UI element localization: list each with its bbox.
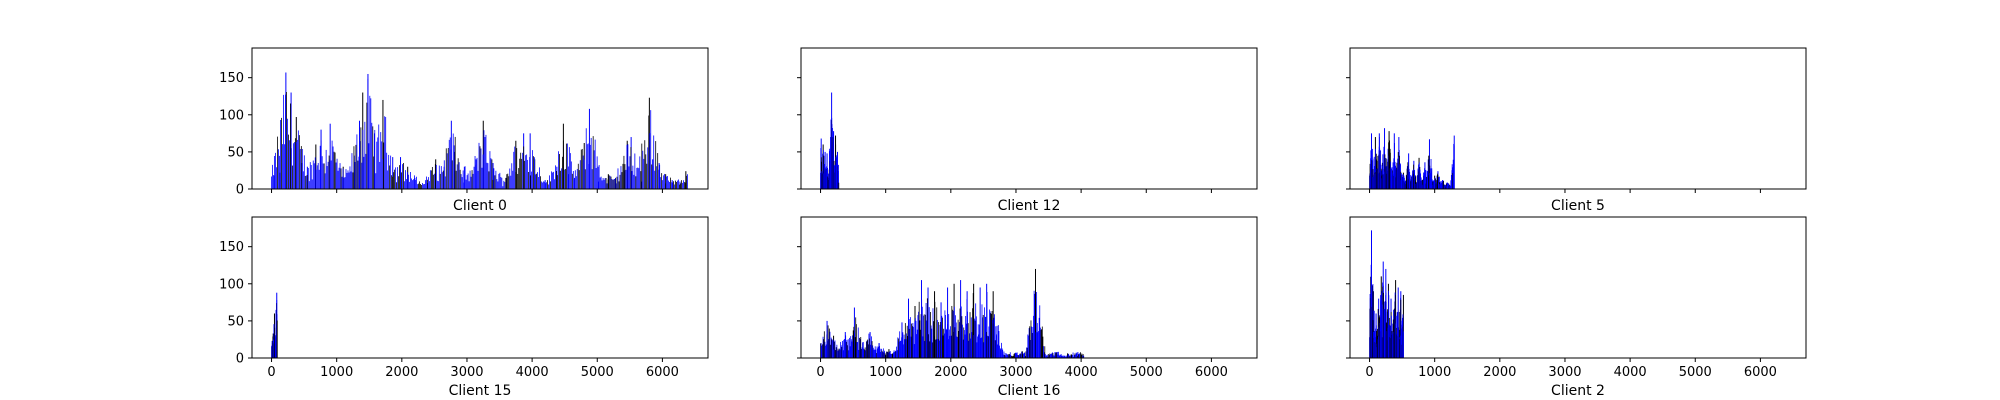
x-tick-label: 3000: [999, 365, 1032, 380]
panel-client-2: 0 1000 2000 3000 4000 5000 6000 Client 2: [1346, 216, 1807, 399]
x-tick-label: 1000: [869, 365, 902, 380]
y-tick-label: 50: [227, 314, 244, 329]
bars-client-16: [820, 268, 1085, 358]
y-tick-label: 0: [236, 352, 244, 367]
y-tick-label: 50: [227, 145, 244, 160]
x-tick-label: 1000: [320, 365, 353, 380]
x-tick-label: 2000: [1483, 365, 1516, 380]
axes-frame: [800, 216, 1258, 359]
bars-client-15: [271, 292, 278, 358]
panel-label: Client 5: [1551, 198, 1605, 214]
panel-label: Client 15: [449, 383, 512, 399]
y-tick-label: 150: [219, 240, 244, 255]
panel-label: Client 2: [1551, 383, 1605, 399]
x-tick-label: 2000: [385, 365, 418, 380]
panel-label: Client 16: [998, 383, 1061, 399]
panel-client-5: Client 5: [1346, 47, 1807, 214]
x-tick-label: 4000: [1065, 365, 1098, 380]
y-tick-label: 100: [219, 108, 244, 123]
x-tick-label: 0: [1365, 365, 1373, 380]
y-tick-label: 100: [219, 277, 244, 292]
panel-client-0: 0 50 100 150 Client 0: [219, 47, 709, 214]
axes-frame: [251, 47, 709, 190]
x-tick-label: 6000: [646, 365, 679, 380]
x-tick-label: 0: [816, 365, 824, 380]
x-tick-label: 5000: [1679, 365, 1712, 380]
panel-client-12: Client 12: [797, 47, 1258, 214]
x-tick-label: 6000: [1744, 365, 1777, 380]
x-tick-label: 3000: [450, 365, 483, 380]
axes-frame: [1349, 216, 1807, 359]
bars-client-5: [1369, 128, 1455, 189]
bars-client-0: [271, 72, 688, 189]
x-tick-label: 4000: [1614, 365, 1647, 380]
panel-client-15: 0 50 100 150 0 1000 2000 3000 4000 5000 6000 Client…: [219, 216, 709, 399]
x-tick-label: 5000: [581, 365, 614, 380]
axes-frame: [1349, 47, 1807, 190]
x-tick-label: 5000: [1130, 365, 1163, 380]
bars-client-2: [1369, 230, 1404, 358]
axes-frame: [251, 216, 709, 359]
y-tick-label: 150: [219, 71, 244, 86]
panel-client-16: 0 1000 2000 3000 4000 5000 6000 Client 16: [797, 216, 1258, 399]
panel-label: Client 12: [998, 198, 1061, 214]
y-tick-label: 0: [236, 183, 244, 198]
x-tick-label: 1000: [1418, 365, 1451, 380]
panel-label: Client 0: [453, 198, 507, 214]
x-tick-label: 2000: [934, 365, 967, 380]
x-tick-label: 6000: [1195, 365, 1228, 380]
axes-frame: [800, 47, 1258, 190]
x-tick-label: 4000: [516, 365, 549, 380]
bars-client-12: [820, 92, 840, 189]
x-tick-label: 0: [267, 365, 275, 380]
x-tick-label: 3000: [1548, 365, 1581, 380]
